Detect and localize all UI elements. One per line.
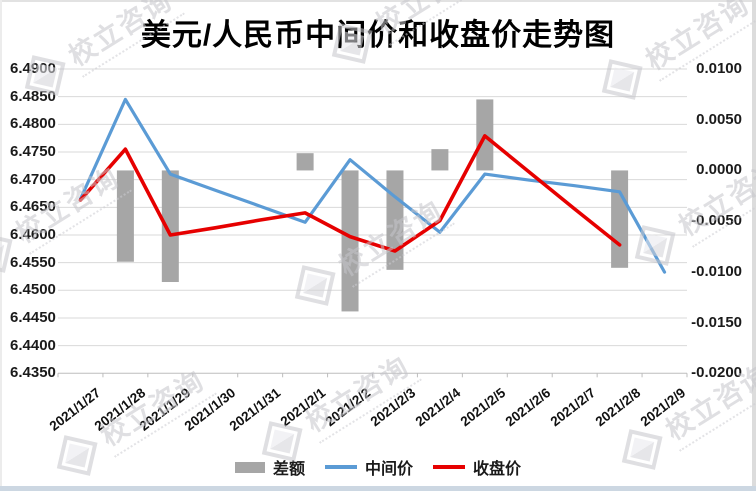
y-axis-left-label: 6.4700 <box>10 170 56 188</box>
difference-bar <box>296 153 314 171</box>
y-axis-left-label: 6.4600 <box>10 225 56 243</box>
y-axis-left-label: 6.4650 <box>10 198 56 216</box>
y-axis-left-label: 6.4900 <box>10 60 56 77</box>
legend-item-closing-price: 收盘价 <box>433 455 521 479</box>
difference-bar <box>431 149 449 171</box>
legend-label-difference: 差额 <box>272 461 305 478</box>
y-axis-left-label: 6.4500 <box>10 281 56 299</box>
y-axis-left-label: 6.4400 <box>10 336 56 354</box>
y-axis-right-label: -0.0150 <box>691 313 742 331</box>
top-edge-strip <box>0 0 756 2</box>
y-axis-left-label: 6.4850 <box>10 87 56 105</box>
y-axis-left-label: 6.4450 <box>10 308 56 326</box>
y-axis-right-label: 0.0000 <box>696 161 742 179</box>
difference-bar <box>116 170 134 262</box>
difference-bar <box>341 170 359 312</box>
y-axis-right-label: -0.0200 <box>691 364 742 382</box>
legend-label-middle-price: 中间价 <box>364 461 413 478</box>
y-axis-right-label: 0.0050 <box>696 110 742 128</box>
y-axis-right-label: 0.0100 <box>696 60 742 77</box>
legend-item-middle-price: 中间价 <box>324 455 413 479</box>
closing-price-line <box>78 134 622 253</box>
difference-swatch-icon <box>234 461 265 473</box>
closing-price-swatch-icon <box>433 465 465 469</box>
bottom-edge-strip <box>0 486 756 491</box>
legend-label-closing-price: 收盘价 <box>473 461 522 478</box>
y-axis-right-label: -0.0050 <box>691 212 742 230</box>
legend-item-difference: 差额 <box>234 455 305 479</box>
y-axis-right-label: -0.0100 <box>691 262 742 280</box>
y-axis-left-label: 6.4550 <box>10 253 56 271</box>
y-axis-left-label: 6.4750 <box>10 142 56 160</box>
chart-title: 美元/人民币中间价和收盘价走势图 <box>140 19 616 52</box>
middle-price-line <box>78 97 667 274</box>
difference-bar <box>161 170 179 283</box>
difference-bar <box>386 170 404 270</box>
difference-bar <box>611 170 629 268</box>
legend: 差额 中间价 收盘价 <box>0 455 756 479</box>
right-edge-strip <box>752 0 756 491</box>
middle-price-swatch-icon <box>324 465 357 469</box>
y-axis-left-label: 6.4800 <box>10 115 56 133</box>
left-edge-strip <box>0 0 2 491</box>
y-axis-left-label: 6.4350 <box>10 364 56 382</box>
